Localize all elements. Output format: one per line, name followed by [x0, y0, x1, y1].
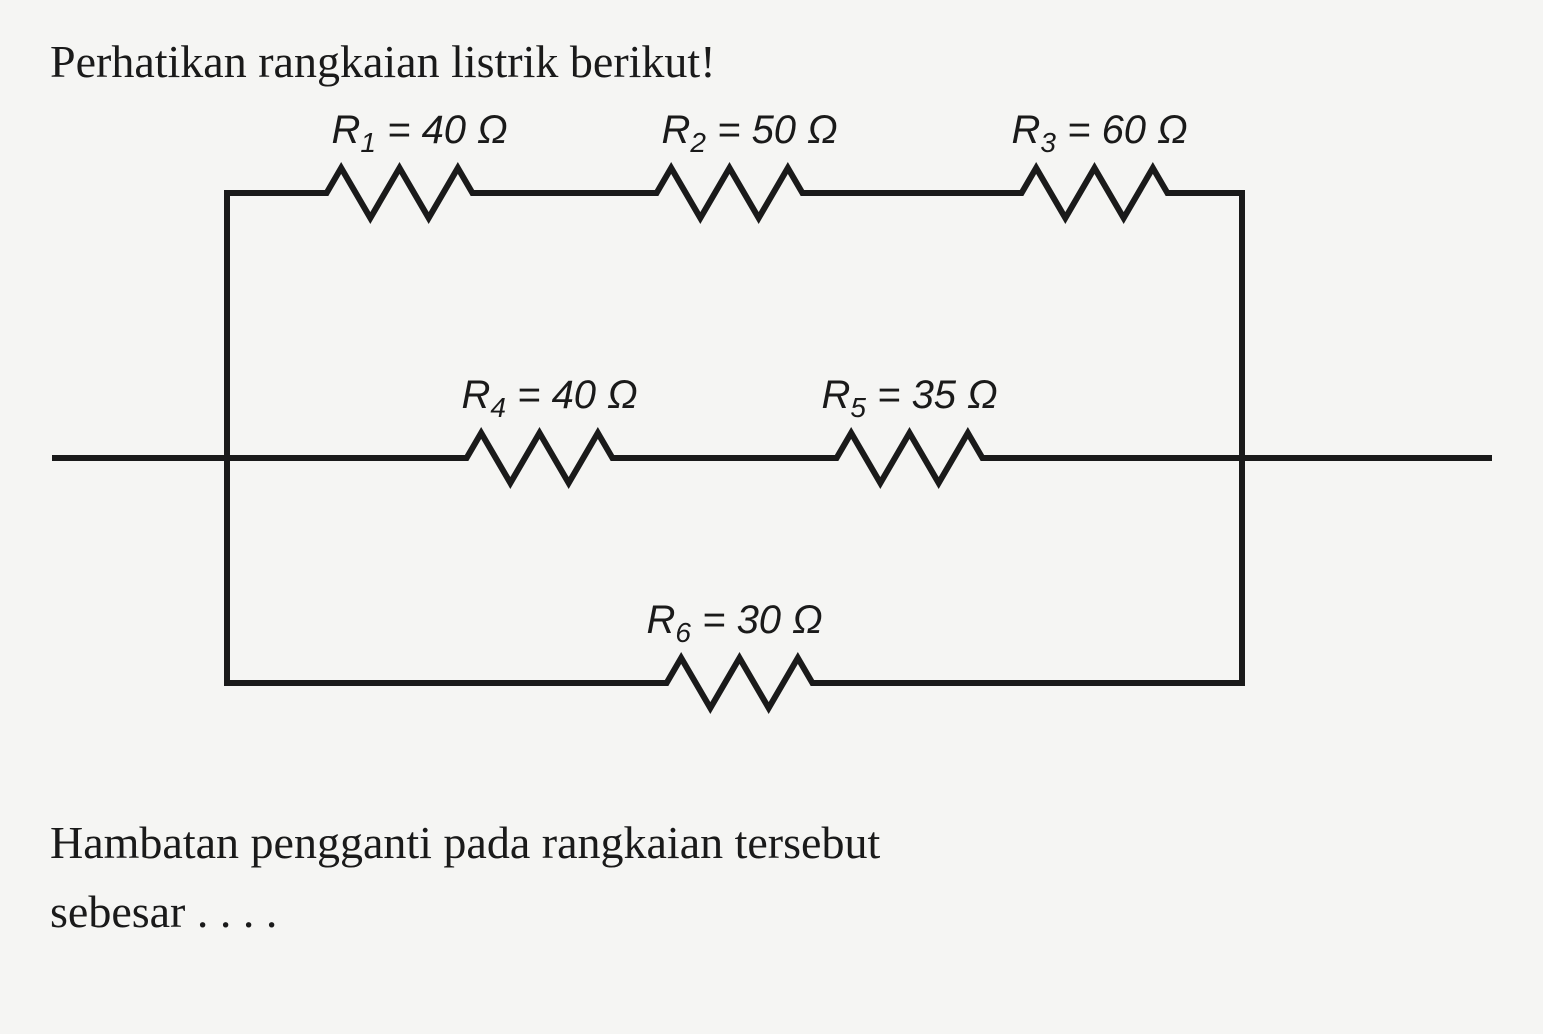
circuit-svg — [52, 98, 1492, 778]
label-r5: R5 = 35 Ω — [822, 373, 998, 424]
circuit-diagram: R1 = 40 Ω R2 = 50 Ω R3 = 60 Ω R4 = 40 Ω … — [52, 98, 1492, 778]
label-r6: R6 = 30 Ω — [647, 598, 823, 649]
label-r2: R2 = 50 Ω — [662, 108, 838, 159]
question-text-top: Perhatikan rangkaian listrik berikut! — [50, 35, 1493, 88]
label-r1: R1 = 40 Ω — [332, 108, 508, 159]
question-text-bottom: Hambatan pengganti pada rangkaian terseb… — [50, 808, 1493, 946]
label-r3: R3 = 60 Ω — [1012, 108, 1188, 159]
label-r4: R4 = 40 Ω — [462, 373, 638, 424]
